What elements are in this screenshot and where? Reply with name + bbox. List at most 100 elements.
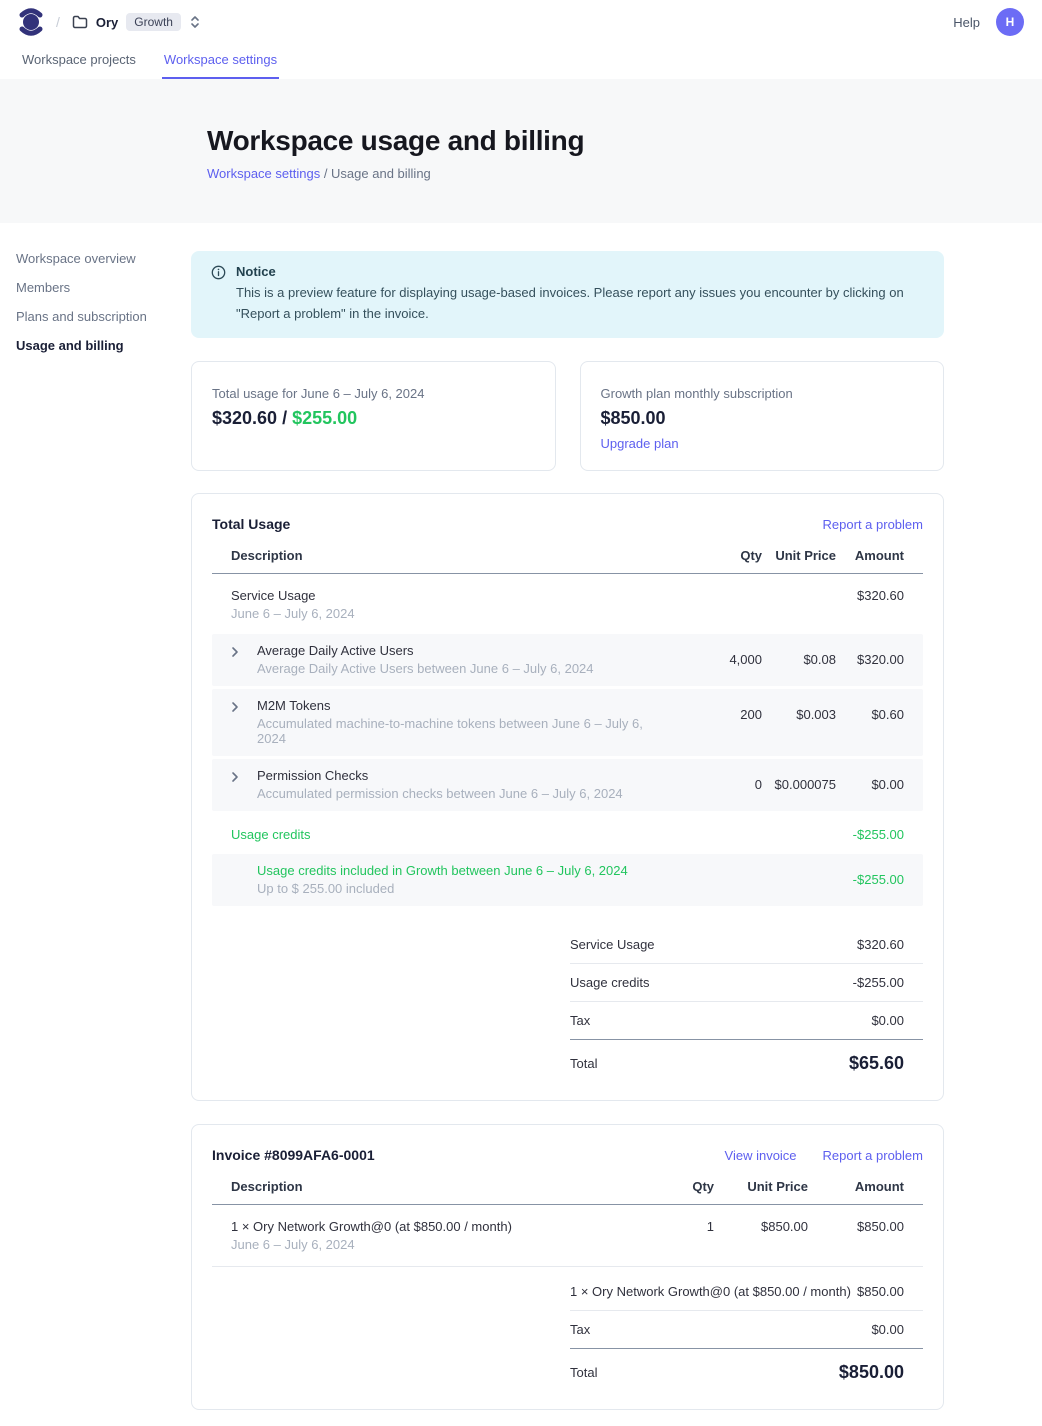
totals-row-tax: Tax $0.00 (570, 1311, 923, 1349)
workspace-switcher-icon[interactable] (189, 15, 201, 29)
totals-row-total: Total $65.60 (570, 1040, 923, 1076)
page-title: Workspace usage and billing (207, 125, 1042, 157)
col-unit-price: Unit Price (762, 548, 836, 563)
totals-value: -$255.00 (853, 975, 923, 990)
usage-amount: $320.60 (212, 408, 277, 428)
sidebar-item-usage-and-billing[interactable]: Usage and billing (16, 338, 191, 354)
row-subtitle: Average Daily Active Users between June … (257, 661, 594, 676)
row-title: Average Daily Active Users (257, 643, 594, 658)
totals-row-total: Total $850.00 (570, 1349, 923, 1385)
workspace-name: Ory (96, 15, 118, 30)
usage-separator: / (277, 408, 292, 428)
usage-card-title: Total Usage (212, 516, 290, 532)
chevron-right-icon[interactable] (212, 643, 257, 658)
row-amount: -$255.00 (836, 827, 923, 842)
totals-label: Service Usage (570, 937, 655, 952)
table-row-m2m-tokens[interactable]: M2M Tokens Accumulated machine-to-machin… (212, 689, 923, 756)
totals-value: $850.00 (857, 1284, 923, 1299)
tab-workspace-projects[interactable]: Workspace projects (20, 44, 138, 79)
usage-totals: Service Usage $320.60 Usage credits -$25… (570, 926, 923, 1076)
tab-workspace-settings[interactable]: Workspace settings (162, 44, 279, 79)
total-label: Total (570, 1365, 597, 1380)
totals-label: Usage credits (570, 975, 649, 990)
totals-row-tax: Tax $0.00 (570, 1002, 923, 1040)
total-usage-value: $320.60 / $255.00 (212, 408, 535, 429)
report-problem-link[interactable]: Report a problem (823, 517, 923, 532)
invoice-totals: 1 × Ory Network Growth@0 (at $850.00 / m… (570, 1273, 923, 1385)
page-header: Workspace usage and billing Workspace se… (0, 79, 1042, 223)
table-row-average-daily-active-users[interactable]: Average Daily Active Users Average Daily… (212, 634, 923, 686)
row-unit-price: $0.08 (762, 643, 836, 667)
settings-sidenav: Workspace overview Members Plans and sub… (0, 251, 191, 1426)
row-qty: 4,000 (672, 643, 762, 667)
upgrade-plan-link[interactable]: Upgrade plan (601, 436, 679, 451)
sidebar-item-plans-and-subscription[interactable]: Plans and subscription (16, 309, 191, 325)
row-subtitle: Accumulated machine-to-machine tokens be… (257, 716, 672, 746)
col-amount: Amount (836, 548, 923, 563)
row-amount: $320.00 (836, 643, 923, 667)
usage-credit-amount: $255.00 (292, 408, 357, 428)
row-qty: 0 (672, 768, 762, 792)
col-description: Description (212, 548, 672, 563)
row-amount: $0.60 (836, 698, 923, 722)
invoice-card-title: Invoice #8099AFA6-0001 (212, 1147, 375, 1163)
plan-subscription-card: Growth plan monthly subscription $850.00… (580, 361, 945, 471)
invoice-table-header: Description Qty Unit Price Amount (212, 1179, 923, 1205)
ory-logo-icon[interactable] (18, 5, 44, 39)
row-subtitle: June 6 – July 6, 2024 (212, 1237, 634, 1252)
chevron-right-icon[interactable] (212, 698, 257, 713)
row-amount: -$255.00 (836, 863, 923, 887)
row-title: M2M Tokens (257, 698, 672, 713)
breadcrumb: Workspace settings / Usage and billing (207, 166, 1042, 181)
plan-label: Growth plan monthly subscription (601, 386, 924, 401)
notice-title: Notice (236, 264, 924, 279)
notice-banner: Notice This is a preview feature for dis… (191, 251, 944, 338)
total-usage-card: Total Usage Report a problem Description… (191, 493, 944, 1101)
view-invoice-link[interactable]: View invoice (725, 1148, 797, 1163)
breadcrumb-separator: / (56, 14, 60, 30)
row-title: Usage credits included in Growth between… (257, 863, 672, 878)
col-qty: Qty (672, 548, 762, 563)
report-problem-link[interactable]: Report a problem (823, 1148, 923, 1163)
plan-badge: Growth (126, 13, 181, 31)
row-qty: 200 (672, 698, 762, 722)
totals-label: Tax (570, 1322, 590, 1337)
table-row-service-usage: Service Usage June 6 – July 6, 2024 $320… (212, 574, 923, 634)
total-value: $850.00 (839, 1362, 923, 1383)
folder-icon (72, 15, 88, 29)
row-amount: $850.00 (808, 1219, 923, 1234)
avatar[interactable]: H (996, 8, 1024, 36)
chevron-right-icon[interactable] (212, 768, 257, 783)
row-title: Usage credits (212, 827, 672, 842)
breadcrumb-current: / Usage and billing (320, 166, 431, 181)
total-usage-label: Total usage for June 6 – July 6, 2024 (212, 386, 535, 401)
total-value: $65.60 (849, 1053, 923, 1074)
row-title: Permission Checks (257, 768, 623, 783)
totals-row-usage-credits: Usage credits -$255.00 (570, 964, 923, 1002)
totals-value: $0.00 (871, 1013, 923, 1028)
row-amount: $320.60 (836, 588, 923, 603)
sidebar-item-members[interactable]: Members (16, 280, 191, 296)
table-row-permission-checks[interactable]: Permission Checks Accumulated permission… (212, 759, 923, 811)
col-qty: Qty (634, 1179, 714, 1194)
row-subtitle: Accumulated permission checks between Ju… (257, 786, 623, 801)
sidebar-item-workspace-overview[interactable]: Workspace overview (16, 251, 191, 267)
row-unit-price: $850.00 (714, 1219, 808, 1234)
total-usage-summary-card: Total usage for June 6 – July 6, 2024 $3… (191, 361, 556, 471)
totals-row-plan-item: 1 × Ory Network Growth@0 (at $850.00 / m… (570, 1273, 923, 1311)
help-link[interactable]: Help (953, 15, 980, 30)
row-unit-price: $0.000075 (762, 768, 836, 792)
workspace-switcher[interactable]: Ory Growth (72, 13, 201, 31)
col-amount: Amount (808, 1179, 923, 1194)
totals-value: $0.00 (871, 1322, 923, 1337)
info-icon (211, 264, 226, 324)
col-description: Description (212, 1179, 634, 1194)
breadcrumb-link-workspace-settings[interactable]: Workspace settings (207, 166, 320, 181)
row-qty: 1 (634, 1219, 714, 1234)
plan-amount: $850.00 (601, 408, 924, 429)
row-subtitle: Up to $ 255.00 included (257, 881, 672, 896)
totals-row-service-usage: Service Usage $320.60 (570, 926, 923, 964)
row-subtitle: June 6 – July 6, 2024 (212, 606, 672, 621)
invoice-card: Invoice #8099AFA6-0001 View invoice Repo… (191, 1124, 944, 1410)
total-label: Total (570, 1056, 597, 1071)
